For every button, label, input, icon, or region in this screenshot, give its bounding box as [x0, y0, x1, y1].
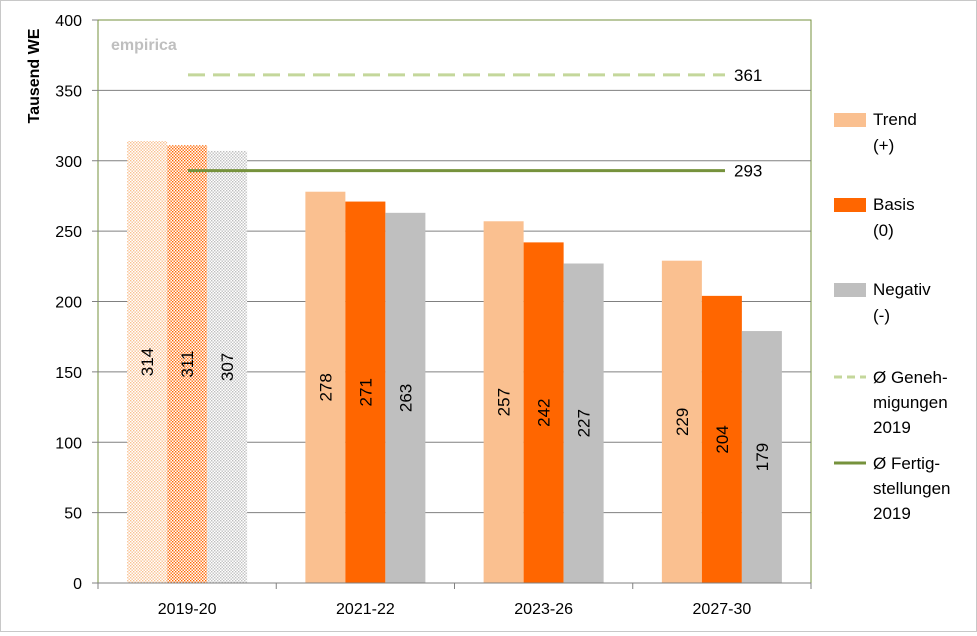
bar-value-label: 229	[673, 408, 692, 436]
bar-trend	[127, 141, 168, 584]
y-tick-label: 300	[55, 154, 82, 171]
bar-trend	[661, 260, 702, 583]
bar-value-label: 204	[713, 425, 732, 453]
legend-label: (+)	[873, 136, 894, 155]
legend-label: (0)	[873, 221, 894, 240]
y-axis-label: Tausend WE	[26, 28, 43, 123]
y-tick-label: 400	[55, 13, 82, 30]
watermark-text: empirica	[111, 37, 177, 54]
y-tick-label: 100	[55, 435, 82, 452]
legend-label: (-)	[873, 306, 890, 325]
bar-negativ	[385, 212, 426, 583]
bar-trend	[305, 191, 346, 583]
x-tick-label: 2019-20	[158, 601, 217, 618]
bar-value-label: 179	[753, 443, 772, 471]
bar-value-label: 278	[316, 373, 335, 401]
bar-value-label: 257	[495, 388, 514, 416]
legend-label: stellungen	[873, 479, 951, 498]
bar-value-label: 263	[396, 384, 415, 412]
legend-swatch-negativ	[834, 283, 866, 297]
reference-line-label: 293	[734, 162, 762, 181]
bar-negativ	[207, 150, 248, 583]
bar-value-label: 311	[178, 351, 197, 378]
legend-label: 2019	[873, 504, 911, 523]
legend-label: Trend	[873, 110, 917, 129]
bar-value-label: 271	[356, 378, 375, 406]
legend-label: Negativ	[873, 280, 931, 299]
legend-label: 2019	[873, 418, 911, 437]
bar-basis	[701, 295, 742, 583]
bar-basis	[345, 201, 386, 583]
y-tick-label: 200	[55, 295, 82, 312]
legend-label: Basis	[873, 195, 915, 214]
legend-swatch-basis	[834, 198, 866, 212]
y-tick-label: 150	[55, 365, 82, 382]
legend-swatch-trend	[834, 113, 866, 127]
bar-trend	[483, 221, 524, 583]
y-tick-label: 250	[55, 224, 82, 241]
x-tick-label: 2021-22	[336, 601, 395, 618]
legend-label: Ø Geneh-	[873, 368, 948, 387]
bar-negativ	[741, 331, 782, 583]
bar-value-label: 314	[138, 348, 157, 376]
y-tick-label: 50	[64, 506, 82, 523]
bar-value-label: 242	[535, 399, 554, 427]
bar-value-label: 227	[575, 409, 594, 437]
bar-negativ	[563, 263, 604, 583]
bar-basis	[523, 242, 564, 583]
legend-label: migungen	[873, 393, 948, 412]
x-tick-label: 2023-26	[514, 601, 573, 618]
reference-line-label: 361	[734, 66, 762, 85]
bar-basis	[167, 145, 208, 583]
y-tick-label: 0	[73, 576, 82, 593]
x-tick-label: 2027-30	[693, 601, 752, 618]
y-tick-label: 350	[55, 83, 82, 100]
bar-value-label: 307	[218, 353, 237, 381]
legend-label: Ø Fertig-	[873, 454, 940, 473]
